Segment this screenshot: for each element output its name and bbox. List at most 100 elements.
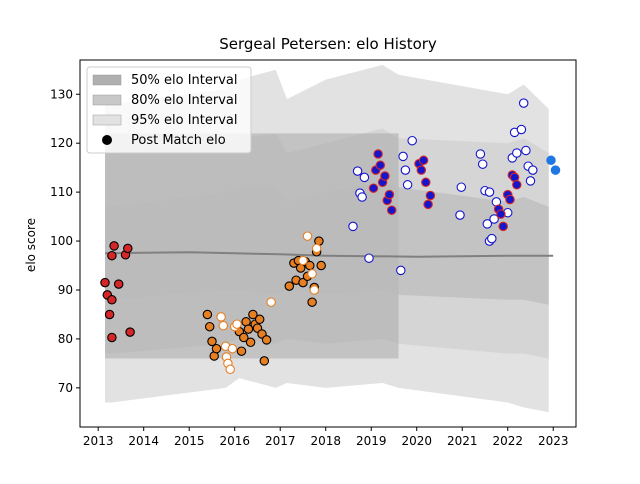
y-tick-label: 110 [50, 185, 73, 199]
data-point [525, 176, 536, 186]
data-point [521, 145, 531, 156]
data-point [225, 364, 235, 375]
plot-frame [79, 59, 577, 428]
data-point [505, 194, 515, 205]
data-point [113, 279, 124, 289]
data-point [550, 165, 561, 175]
x-tick-label: 2013 [83, 434, 114, 448]
data-point [254, 314, 265, 325]
chart-title: Sergeal Petersen: elo History [219, 35, 437, 53]
legend-dot [102, 135, 112, 145]
data-point [516, 124, 527, 135]
data-point [421, 177, 431, 188]
x-tick-label: 2019 [356, 434, 387, 448]
legend-swatch [92, 114, 122, 126]
plot-content [100, 64, 561, 413]
data-point [307, 297, 317, 307]
legend-label: 80% elo Interval [131, 93, 238, 108]
data-point [498, 221, 508, 232]
legend-box [86, 66, 252, 154]
series-1 [202, 309, 272, 366]
y-tick-label: 80 [58, 332, 73, 346]
data-point [489, 214, 499, 224]
legend-label: 50% elo Interval [131, 73, 238, 88]
legend: 50% elo Interval 80% elo Interval 95% elo … [86, 66, 252, 154]
x-tick-label: 2018 [310, 434, 341, 448]
data-point [298, 255, 308, 266]
data-point [407, 135, 417, 146]
legend-swatch [92, 94, 122, 106]
data-point [248, 309, 258, 320]
data-point [123, 243, 133, 254]
data-point [487, 233, 497, 244]
data-point [309, 285, 320, 295]
data-point [386, 205, 397, 215]
data-point [218, 320, 229, 331]
axes: 2013 2014 2015 2016 2017 2018 2019 2020 2021 2022… [50, 59, 577, 448]
data-point [266, 297, 276, 307]
data-point [261, 335, 272, 345]
data-point [398, 151, 408, 162]
data-point [512, 148, 522, 158]
data-point [455, 210, 465, 220]
data-point [518, 98, 529, 108]
series-0 [100, 241, 135, 343]
data-point [416, 165, 427, 175]
data-point [107, 295, 117, 305]
x-tick-label: 2014 [128, 434, 159, 448]
data-point [348, 221, 358, 232]
data-point [107, 332, 117, 343]
data-point [104, 309, 115, 320]
x-tick-label: 2021 [447, 434, 478, 448]
data-point [239, 332, 249, 343]
series-4 [298, 231, 322, 295]
data-point [245, 337, 256, 348]
data-point [307, 269, 317, 279]
data-point [496, 209, 506, 219]
data-point [425, 190, 436, 201]
y-tick-label: 70 [58, 381, 73, 395]
data-point [484, 187, 495, 197]
data-point [216, 312, 226, 322]
y-tick-label: 120 [50, 136, 73, 150]
legend-label: Post Match elo [131, 133, 226, 148]
data-point [236, 346, 247, 356]
data-point [107, 250, 117, 261]
y-tick-label: 100 [50, 234, 73, 248]
series-9 [493, 170, 522, 232]
data-point [109, 241, 119, 251]
legend-swatch [92, 74, 122, 86]
data-point [243, 324, 254, 334]
x-tick-label: 2015 [174, 434, 205, 448]
data-point [311, 243, 322, 254]
data-point [100, 277, 110, 288]
data-point [477, 159, 488, 169]
x-tick-label: 2016 [219, 434, 250, 448]
y-tick-label: 90 [58, 283, 73, 297]
y-tick-label: 130 [50, 87, 73, 101]
plot-area [100, 64, 561, 413]
series-8 [455, 98, 538, 246]
data-point [512, 180, 522, 190]
data-point [302, 231, 313, 241]
data-point [227, 343, 238, 354]
legend-label: 95% elo Interval [131, 113, 238, 128]
data-point [316, 260, 326, 271]
x-tick-label: 2017 [265, 434, 296, 448]
data-point [364, 253, 374, 263]
band-50 [105, 182, 549, 305]
data-point [418, 155, 429, 166]
data-point [359, 172, 370, 183]
data-point [384, 189, 395, 200]
mean-elo-line [104, 251, 554, 258]
data-point [475, 149, 486, 159]
data-point [211, 343, 222, 354]
data-point [423, 199, 433, 210]
data-point [396, 265, 406, 276]
data-point [456, 182, 467, 192]
x-tick-label: 2023 [538, 434, 569, 448]
series-10 [546, 155, 561, 175]
x-tick-label: 2022 [492, 434, 523, 448]
